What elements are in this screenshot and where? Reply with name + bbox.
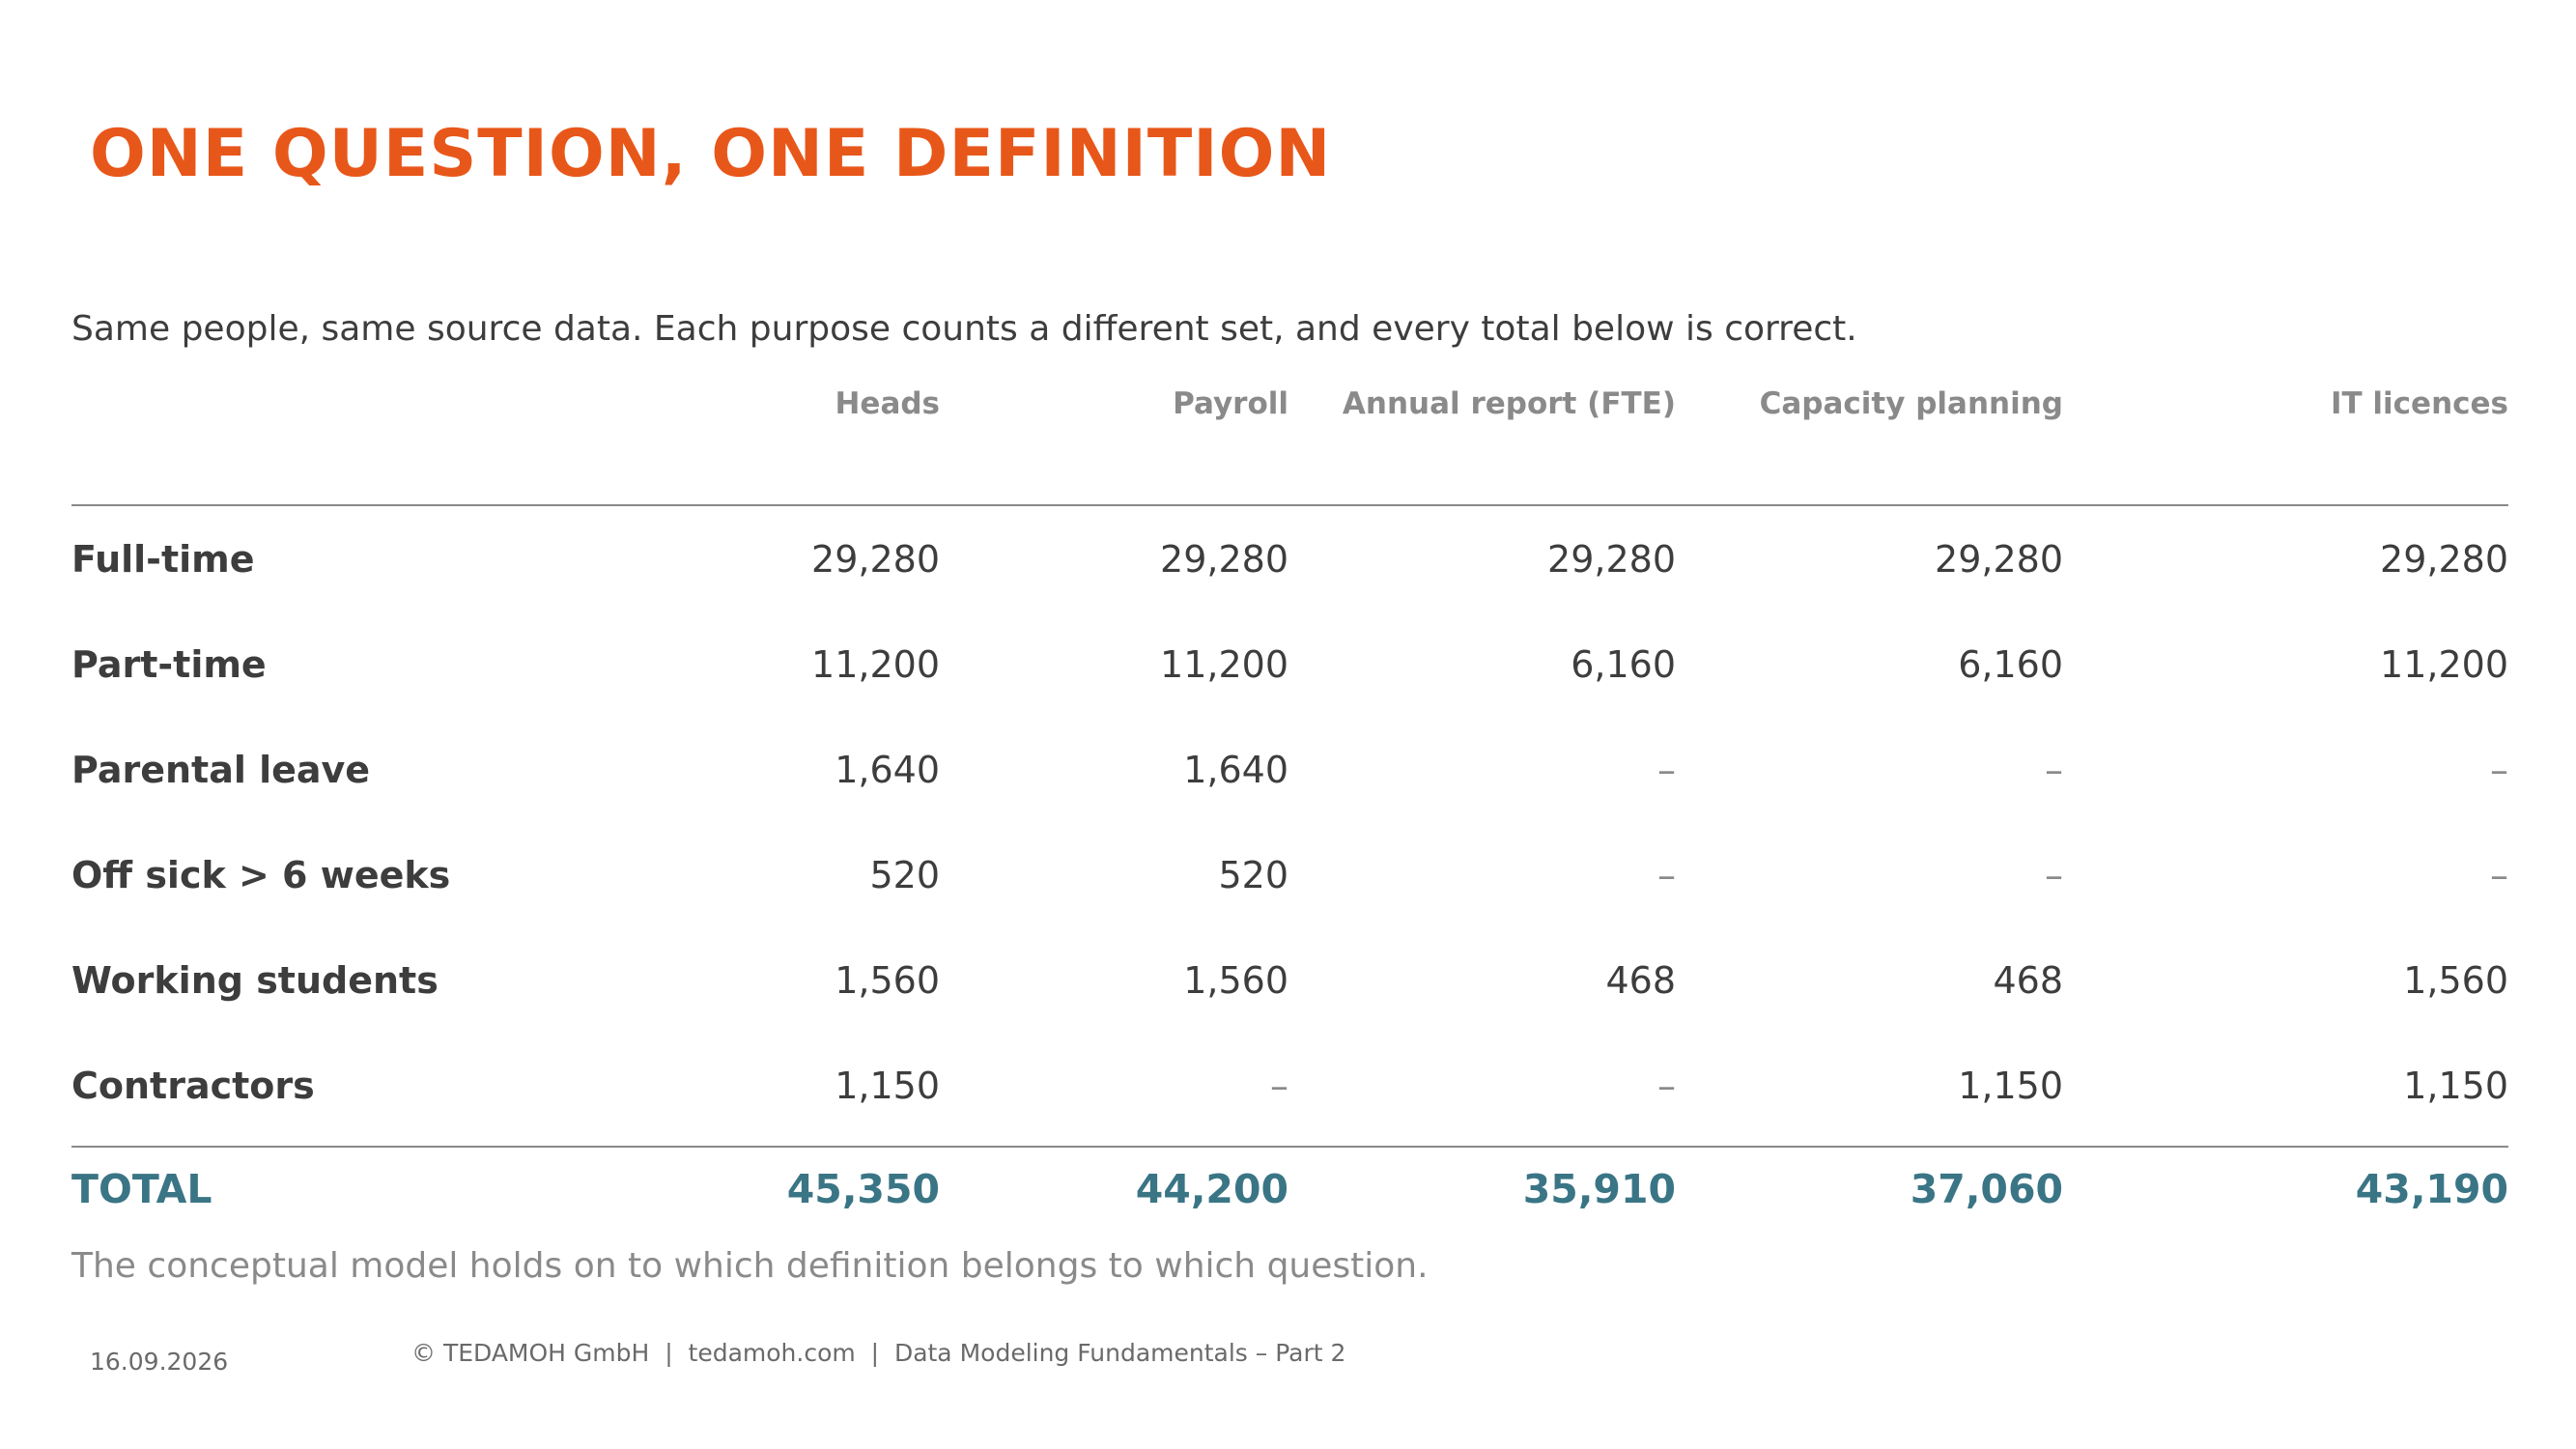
column-header-annual-report: Annual report (FTE) — [1342, 386, 1676, 421]
table-total-row: TOTAL 45,350 44,200 35,910 37,060 43,190 — [71, 1146, 2508, 1231]
comparison-table: Heads Payroll Annual report (FTE) Capaci… — [71, 384, 2508, 1231]
table-cell: – — [1657, 1064, 1676, 1107]
table-cell: 1,560 — [1183, 958, 1288, 1002]
table-cell: 29,280 — [811, 537, 940, 581]
slide-title: ONE QUESTION, ONE DEFINITION — [90, 116, 1332, 192]
table-cell: – — [1657, 853, 1676, 896]
table-header-row: Heads Payroll Annual report (FTE) Capaci… — [71, 384, 2508, 506]
total-cell: 44,200 — [1135, 1166, 1288, 1212]
slide-subtitle: Same people, same source data. Each purp… — [71, 309, 1857, 349]
table-cell: 29,280 — [1935, 537, 2063, 581]
table-row: Parental leave 1,640 1,640 – – – — [71, 717, 2508, 822]
table-row: Contractors 1,150 – – 1,150 1,150 — [71, 1033, 2508, 1138]
table-cell: 29,280 — [2380, 537, 2508, 581]
row-label: Full-time — [71, 537, 255, 581]
table-row: Working students 1,560 1,560 468 468 1,5… — [71, 927, 2508, 1033]
table-cell: 1,150 — [835, 1064, 940, 1107]
total-label: TOTAL — [71, 1166, 212, 1212]
table-cell: 520 — [869, 853, 940, 896]
row-label: Parental leave — [71, 748, 371, 791]
row-label: Off sick > 6 weeks — [71, 853, 451, 896]
total-cell: 37,060 — [1910, 1166, 2063, 1212]
table-cell: 1,560 — [835, 958, 940, 1002]
table-cell: 1,150 — [1958, 1064, 2063, 1107]
column-header-capacity-planning: Capacity planning — [1759, 386, 2063, 421]
table-cell: 6,160 — [1571, 642, 1676, 686]
table-cell: 29,280 — [1547, 537, 1676, 581]
total-cell: 35,910 — [1522, 1166, 1676, 1212]
table-row: Off sick > 6 weeks 520 520 – – – — [71, 822, 2508, 927]
table-cell: 520 — [1218, 853, 1288, 896]
table-cell: 1,560 — [2403, 958, 2508, 1002]
column-header-heads: Heads — [835, 386, 940, 421]
table-cell: 11,200 — [811, 642, 940, 686]
table-cell: 11,200 — [1160, 642, 1288, 686]
table-cell: – — [1657, 748, 1676, 791]
table-cell: 468 — [1605, 958, 1676, 1002]
footer-copyright: © TEDAMOH GmbH | tedamoh.com | Data Mode… — [411, 1339, 1346, 1367]
table-cell: – — [2045, 853, 2063, 896]
table-row: Full-time 29,280 29,280 29,280 29,280 29… — [71, 506, 2508, 611]
table-cell: – — [2490, 748, 2508, 791]
column-header-payroll: Payroll — [1173, 386, 1288, 421]
table-row: Part-time 11,200 11,200 6,160 6,160 11,2… — [71, 611, 2508, 717]
table-cell: 6,160 — [1958, 642, 2063, 686]
table-cell: 1,150 — [2403, 1064, 2508, 1107]
table-cell: 1,640 — [835, 748, 940, 791]
table-cell: 11,200 — [2380, 642, 2508, 686]
table-cell: – — [2045, 748, 2063, 791]
footer-date: 16.09.2026 — [90, 1348, 229, 1376]
table-cell: 1,640 — [1183, 748, 1288, 791]
row-label: Part-time — [71, 642, 267, 686]
table-cell: – — [2490, 853, 2508, 896]
table-cell: 29,280 — [1160, 537, 1288, 581]
total-cell: 43,190 — [2355, 1166, 2508, 1212]
table-cell: 468 — [1993, 958, 2063, 1002]
slide-footnote: The conceptual model holds on to which d… — [71, 1246, 1429, 1286]
total-cell: 45,350 — [786, 1166, 940, 1212]
table-cell: – — [1270, 1064, 1288, 1107]
column-header-it-licences: IT licences — [2330, 386, 2508, 421]
row-label: Working students — [71, 958, 439, 1002]
row-label: Contractors — [71, 1064, 315, 1107]
